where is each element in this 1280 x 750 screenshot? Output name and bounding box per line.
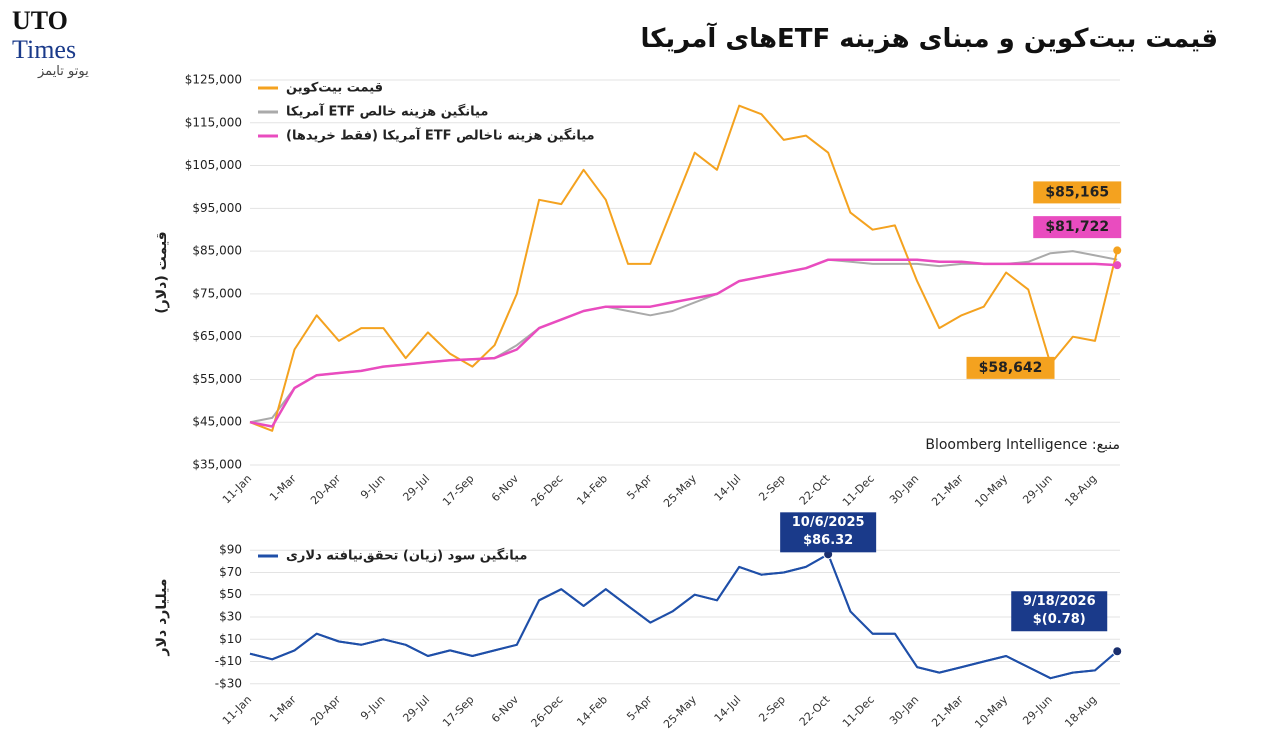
x-tick-label: 2-Sep <box>756 693 788 725</box>
x-tick-label: 17-Sep <box>440 472 477 509</box>
value-label: $58,642 <box>979 360 1043 376</box>
x-tick-label: 5-Apr <box>624 693 655 724</box>
y-tick-label: -$30 <box>215 676 242 690</box>
value-label: $81,722 <box>1045 219 1109 235</box>
y-tick-label: $45,000 <box>192 415 242 429</box>
x-tick-label: 11-Dec <box>840 693 877 730</box>
x-tick-label: 2-Sep <box>756 472 788 504</box>
x-tick-label: 18-Aug <box>1062 472 1099 509</box>
x-tick-label: 25-May <box>661 472 699 510</box>
y-tick-label: $85,000 <box>192 244 242 258</box>
x-tick-label: 18-Aug <box>1062 693 1099 730</box>
x-tick-label: 20-Apr <box>308 472 344 508</box>
x-tick-label: 14-Feb <box>574 472 610 508</box>
y-tick-label: $35,000 <box>192 458 242 472</box>
annotation-label: $(0.78) <box>1033 612 1086 627</box>
x-tick-label: 30-Jan <box>887 693 921 727</box>
x-tick-label: 17-Sep <box>440 693 477 730</box>
series-line <box>249 258 1118 428</box>
label-box <box>1033 181 1122 204</box>
value-label: $85,165 <box>1045 184 1109 200</box>
y-tick-label: $95,000 <box>192 201 242 215</box>
source-note: منبع: Bloomberg Intelligence <box>925 437 1120 453</box>
x-tick-label: 22-Oct <box>797 472 833 508</box>
label-box <box>1033 216 1122 239</box>
y-tick-label: $75,000 <box>192 286 242 300</box>
x-tick-label: 29-Jun <box>1020 693 1055 728</box>
x-tick-label: 21-Mar <box>929 693 966 730</box>
x-tick-label: 6-Nov <box>489 693 521 725</box>
y-tick-label: $90 <box>219 543 242 557</box>
legend-label: میانگین هزینه خالص ETF آمریکا <box>286 103 488 120</box>
x-tick-label: 26-Dec <box>529 693 566 730</box>
series-line <box>249 104 1119 432</box>
point-marker <box>1113 261 1122 270</box>
annotation-label: $86.32 <box>803 533 853 548</box>
y-tick-label: $50 <box>219 587 242 601</box>
y-tick-label: $105,000 <box>185 158 242 172</box>
x-tick-label: 11-Jan <box>220 693 254 727</box>
annotation-box <box>1011 591 1108 632</box>
annotation-date: 9/18/2026 <box>1023 594 1096 609</box>
y-tick-label: -$10 <box>215 654 242 668</box>
x-tick-label: 11-Dec <box>840 472 877 509</box>
y-axis-title: قیمت (دلار) <box>154 231 170 313</box>
y-tick-label: $30 <box>219 610 242 624</box>
brand-name: Times <box>12 35 77 64</box>
x-tick-label: 21-Mar <box>929 472 966 509</box>
legend-label: میانگین هزینه ناخالص ETF آمریکا (فقط خری… <box>286 127 595 144</box>
legend-label: قیمت بیت‌کوین <box>286 81 383 96</box>
chart-title: قیمت بیت‌کوین و مبنای هزینه ETFهای آمریک… <box>640 24 1218 54</box>
x-tick-label: 25-May <box>661 693 699 731</box>
x-tick-label: 29-Jul <box>400 472 432 504</box>
y-tick-label: $55,000 <box>192 372 242 386</box>
x-tick-label: 10-May <box>972 472 1010 510</box>
x-tick-label: 14-Jul <box>712 472 744 504</box>
x-tick-label: 14-Feb <box>574 693 610 729</box>
annotation-box <box>780 512 877 553</box>
y-tick-label: $70 <box>219 565 242 579</box>
y-tick-label: $65,000 <box>192 329 242 343</box>
point-marker <box>1113 246 1122 255</box>
x-tick-label: 1-Mar <box>267 472 299 504</box>
x-tick-label: 6-Nov <box>489 472 521 504</box>
x-tick-label: 29-Jul <box>400 693 432 725</box>
x-tick-label: 22-Oct <box>797 693 833 729</box>
y-tick-label: $125,000 <box>185 73 242 87</box>
x-tick-label: 10-May <box>972 693 1010 731</box>
y-tick-label: $115,000 <box>185 115 242 129</box>
y-axis-title: میلیارد دلار <box>154 579 170 657</box>
brand-tagline: یوتو تایمز <box>38 64 89 79</box>
point-marker <box>1112 646 1123 657</box>
x-tick-label: 14-Jul <box>712 693 744 725</box>
x-tick-label: 20-Apr <box>308 693 344 729</box>
annotation-date: 10/6/2025 <box>792 515 865 530</box>
x-tick-label: 9-Jun <box>358 472 388 502</box>
x-tick-label: 26-Dec <box>529 472 566 509</box>
label-box <box>966 356 1055 379</box>
brand-name: UTO <box>12 6 68 35</box>
x-tick-label: 5-Apr <box>624 472 655 503</box>
x-tick-label: 29-Jun <box>1020 472 1055 507</box>
x-tick-label: 9-Jun <box>358 693 388 723</box>
x-tick-label: 1-Mar <box>267 693 299 725</box>
y-tick-label: $10 <box>219 632 242 646</box>
x-tick-label: 30-Jan <box>887 472 921 506</box>
legend-label: میانگین سود (زیان) تحقق‌نیافته دلاری <box>286 548 527 564</box>
series-line <box>249 553 1118 680</box>
x-tick-label: 11-Jan <box>220 472 254 506</box>
